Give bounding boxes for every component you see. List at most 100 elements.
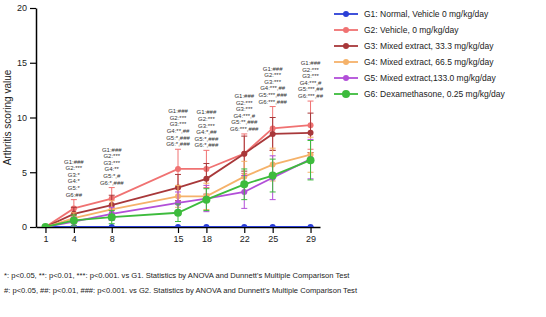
error-bar-cap (175, 185, 181, 186)
significance-label: G4:**,## (167, 128, 190, 134)
tick: 5 (22, 168, 36, 178)
legend-item: G3: Mixed extract, 33.3 mg/kg/day (334, 41, 494, 51)
error-bar-cap (71, 225, 77, 226)
error-bar (71, 213, 77, 224)
significance-label: G6:## (66, 192, 83, 198)
significance-label: G2:*** (264, 72, 281, 78)
tick-mark (112, 227, 113, 233)
significance-label: G2:*** (198, 116, 215, 122)
error-bar-cap (109, 195, 115, 196)
error-bar (270, 159, 276, 192)
error-bar (270, 156, 276, 200)
error-bar-stem (272, 107, 273, 151)
tick: 29 (306, 227, 316, 244)
data-point (175, 224, 181, 227)
significance-label: G3:*** (236, 106, 253, 112)
significance-label: G2:*** (170, 115, 187, 121)
data-point (109, 224, 115, 227)
data-point (241, 151, 247, 157)
error-bar (71, 215, 77, 226)
tick-label: 25 (268, 234, 278, 244)
legend-marker (343, 43, 349, 49)
error-bar-cap (270, 117, 276, 118)
significance-label: G1:### (197, 109, 217, 115)
tick: 18 (202, 227, 212, 244)
tick-label: 4 (72, 234, 77, 244)
significance-label: G1:### (64, 159, 84, 165)
tick-label: 10 (17, 113, 27, 123)
error-bar-cap (71, 225, 77, 226)
error-bar-cap (175, 191, 181, 192)
significance-label: G2:*** (302, 67, 319, 73)
data-point (108, 213, 116, 221)
significance-label: G4:***,# (300, 80, 322, 86)
error-bar-cap (175, 204, 181, 205)
error-bar-cap (241, 133, 247, 134)
tick-mark (310, 227, 311, 233)
legend-marker (342, 90, 350, 98)
significance-label: G1:### (263, 66, 283, 72)
error-bar-cap (270, 159, 276, 160)
significance-label: G4:* (68, 178, 81, 184)
series (42, 139, 313, 227)
error-bar-cap (175, 149, 181, 150)
series-line (45, 160, 310, 227)
significance-label: G6:***,### (230, 126, 259, 132)
legend-label: G3: Mixed extract, 33.3 mg/kg/day (364, 41, 494, 51)
series (42, 113, 313, 227)
footnote: *: p<0.05, **: p<0.01, ***: p<0.001. vs … (4, 271, 350, 280)
series (41, 140, 314, 227)
data-point (240, 180, 248, 188)
data-point (270, 224, 276, 227)
error-bar-cap (109, 210, 115, 211)
annotations: G1:###G2:***G3:*G4:*G5:*G6:##G1:###G2:**… (64, 60, 324, 198)
tick: 15 (17, 58, 36, 68)
significance-label: G4:***,## (260, 85, 286, 91)
error-bar-cap (270, 199, 276, 200)
error-bar-cap (270, 155, 276, 156)
data-point (241, 224, 247, 227)
series-line (45, 133, 310, 227)
error-bar-cap (241, 161, 247, 162)
significance-label: G2:*** (236, 100, 253, 106)
significance-label: G5:* (68, 185, 81, 191)
data-point (175, 166, 181, 172)
tick: 22 (240, 227, 250, 244)
error-bar-cap (270, 106, 276, 107)
legend-label: G2: Vehicle, 0 mg/kg/day (364, 25, 459, 35)
legend-item: G6: Dexamethasone, 0.25 mg/kg/day (334, 89, 506, 99)
error-bar-cap (241, 136, 247, 137)
data-point (308, 224, 314, 227)
legend: G1: Normal, Vehicle 0 mg/kg/dayG2: Vehic… (334, 9, 506, 99)
error-bar-cap (203, 185, 209, 186)
tick: 25 (268, 227, 278, 244)
error-bar-cap (109, 207, 115, 208)
data-point (270, 131, 276, 137)
tick: 8 (110, 227, 115, 244)
error-bar-cap (308, 137, 314, 138)
significance-label: G3:*** (198, 123, 215, 129)
error-bar-cap (203, 211, 209, 212)
error-bar-cap (241, 208, 247, 209)
series-line (45, 155, 310, 227)
significance-label: G5:**,### (231, 119, 258, 125)
footnote: #: p<0.05, ##: p<0.01, ###: p<0.001. vs … (4, 286, 358, 295)
data-point (42, 224, 48, 227)
data-point (203, 176, 209, 182)
error-bar-cap (71, 207, 77, 208)
tick: 20 (17, 3, 36, 13)
tick-mark (178, 227, 179, 233)
significance-label: G5:***,## (298, 86, 324, 92)
error-bar-cap (109, 200, 115, 201)
legend-marker (343, 59, 349, 65)
significance-label: G1:### (168, 108, 188, 114)
tick-mark (273, 227, 274, 233)
data-point (42, 224, 48, 227)
significance-label: G5:*,# (103, 173, 121, 179)
tick-mark (74, 227, 75, 233)
chart: 148151822252905101520G1:###G2:***G3:*G4:… (0, 0, 546, 317)
error-bar (270, 107, 276, 151)
tick-mark (206, 227, 207, 233)
tick-label: 15 (17, 58, 27, 68)
significance-label: G1:### (234, 93, 254, 99)
